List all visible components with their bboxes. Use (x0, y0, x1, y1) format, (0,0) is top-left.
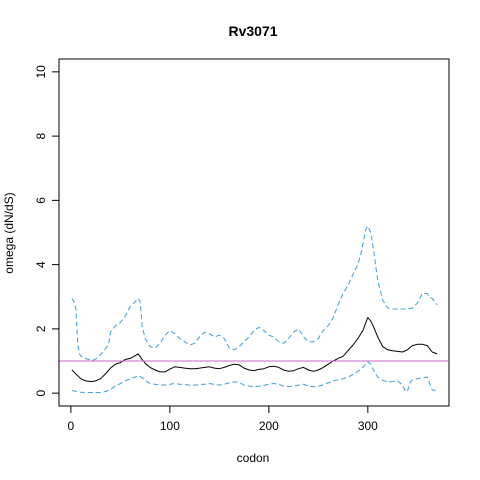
x-tick-label: 200 (259, 419, 279, 433)
chart-title: Rv3071 (228, 23, 277, 39)
x-axis-label: codon (237, 451, 270, 465)
y-tick-label: 10 (34, 65, 48, 79)
y-tick-label: 8 (34, 132, 48, 139)
x-axis: 0 100 200 300 (68, 405, 378, 433)
y-tick-label: 4 (34, 261, 48, 268)
dashed-series-line-2 (71, 361, 438, 393)
y-axis: 0 2 4 6 8 10 (34, 65, 60, 396)
dashed-series-line-1 (71, 225, 438, 361)
x-tick-label: 300 (358, 419, 378, 433)
y-tick-label: 6 (34, 197, 48, 204)
y-tick-label: 0 (34, 389, 48, 396)
x-tick-label: 100 (160, 419, 180, 433)
data-layer (59, 225, 449, 393)
series-line-0 (71, 317, 438, 383)
y-tick-label: 2 (34, 325, 48, 332)
x-tick-label: 0 (68, 419, 75, 433)
y-axis-label: omega (dN/dS) (2, 192, 16, 273)
